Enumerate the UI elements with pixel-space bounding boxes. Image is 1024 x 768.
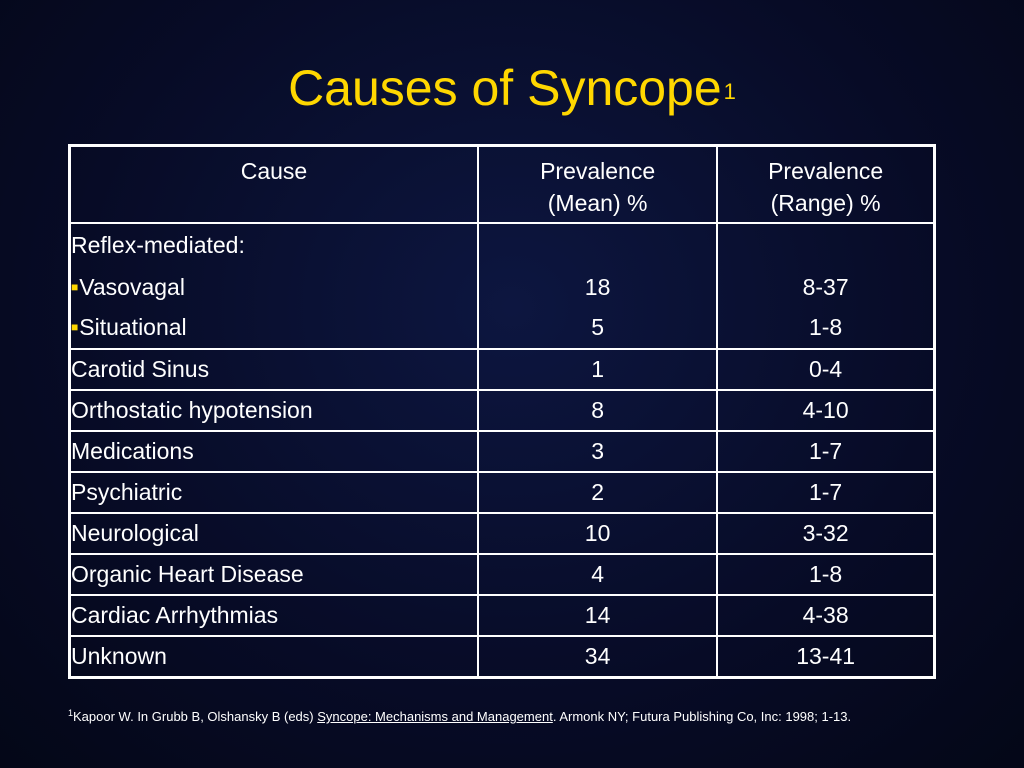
subitem-mean: 5	[476, 307, 719, 350]
subitem-cause: ■Vasovagal	[68, 267, 479, 308]
row-cause: Psychiatric	[68, 471, 479, 514]
group-range-empty	[716, 222, 936, 268]
table-row-situational: ■Situational 5 1-8	[68, 307, 936, 350]
table-row: Unknown 34 13-41	[68, 635, 936, 678]
row-range: 4-10	[716, 389, 936, 432]
subitem-label: Vasovagal	[79, 274, 185, 300]
row-mean: 3	[476, 430, 719, 473]
row-range: 4-38	[716, 594, 936, 637]
footnote-prefix: Kapoor W. In Grubb B, Olshansky B (eds)	[73, 709, 318, 724]
table-row: Psychiatric 2 1-7	[68, 471, 936, 514]
square-bullet-icon: ■	[71, 280, 79, 294]
row-cause: Neurological	[68, 512, 479, 555]
table-row-reflex-mediated: Reflex-mediated:	[68, 222, 936, 268]
table-header-row: Cause Prevalence (Mean) % Prevalence (Ra…	[68, 145, 936, 224]
table-row: Neurological 10 3-32	[68, 512, 936, 555]
row-mean: 34	[476, 635, 719, 678]
table-row-vasovagal: ■Vasovagal 18 8-37	[68, 267, 936, 308]
header-range-line2: (Range) %	[770, 190, 881, 216]
table-row: Carotid Sinus 1 0-4	[68, 348, 936, 391]
row-cause: Organic Heart Disease	[68, 553, 479, 596]
syncope-causes-table: Cause Prevalence (Mean) % Prevalence (Ra…	[68, 144, 936, 679]
square-bullet-icon: ■	[71, 320, 79, 334]
subitem-label: Situational	[79, 314, 187, 340]
row-cause: Medications	[68, 430, 479, 473]
row-range: 0-4	[716, 348, 936, 391]
row-cause: Cardiac Arrhythmias	[68, 594, 479, 637]
row-range: 1-7	[716, 471, 936, 514]
row-mean: 2	[476, 471, 719, 514]
footnote-suffix: . Armonk NY; Futura Publishing Co, Inc: …	[552, 709, 852, 724]
header-range-line1: Prevalence	[768, 158, 884, 184]
header-mean-line1: Prevalence	[540, 158, 656, 184]
table-row: Medications 3 1-7	[68, 430, 936, 473]
header-prevalence-mean: Prevalence (Mean) %	[476, 145, 719, 224]
row-mean: 4	[476, 553, 719, 596]
title-footnote-marker: 1	[723, 79, 736, 104]
header-mean-line2: (Mean) %	[547, 190, 648, 216]
footnote-marker: 1	[68, 708, 74, 718]
table-row: Orthostatic hypotension 8 4-10	[68, 389, 936, 432]
row-range: 1-7	[716, 430, 936, 473]
group-mean-empty	[476, 222, 719, 268]
row-range: 1-8	[716, 553, 936, 596]
table-row: Cardiac Arrhythmias 14 4-38	[68, 594, 936, 637]
slide-title-text: Causes of Syncope	[288, 60, 722, 116]
subitem-cause: ■Situational	[68, 307, 479, 350]
subitem-range: 1-8	[716, 307, 936, 350]
row-mean: 8	[476, 389, 719, 432]
footnote-book-title: Syncope: Mechanisms and Management	[317, 709, 553, 724]
header-cause: Cause	[68, 145, 479, 224]
row-mean: 10	[476, 512, 719, 555]
row-cause: Orthostatic hypotension	[68, 389, 479, 432]
citation-footnote: 1Kapoor W. In Grubb B, Olshansky B (eds)…	[68, 704, 888, 726]
row-range: 3-32	[716, 512, 936, 555]
row-cause: Carotid Sinus	[68, 348, 479, 391]
subitem-mean: 18	[476, 267, 719, 308]
group-label: Reflex-mediated:	[68, 222, 479, 268]
row-cause: Unknown	[68, 635, 479, 678]
subitem-range: 8-37	[716, 267, 936, 308]
row-mean: 1	[476, 348, 719, 391]
row-mean: 14	[476, 594, 719, 637]
row-range: 13-41	[716, 635, 936, 678]
table-row: Organic Heart Disease 4 1-8	[68, 553, 936, 596]
header-prevalence-range: Prevalence (Range) %	[716, 145, 936, 224]
slide-title: Causes of Syncope1	[0, 58, 1024, 118]
